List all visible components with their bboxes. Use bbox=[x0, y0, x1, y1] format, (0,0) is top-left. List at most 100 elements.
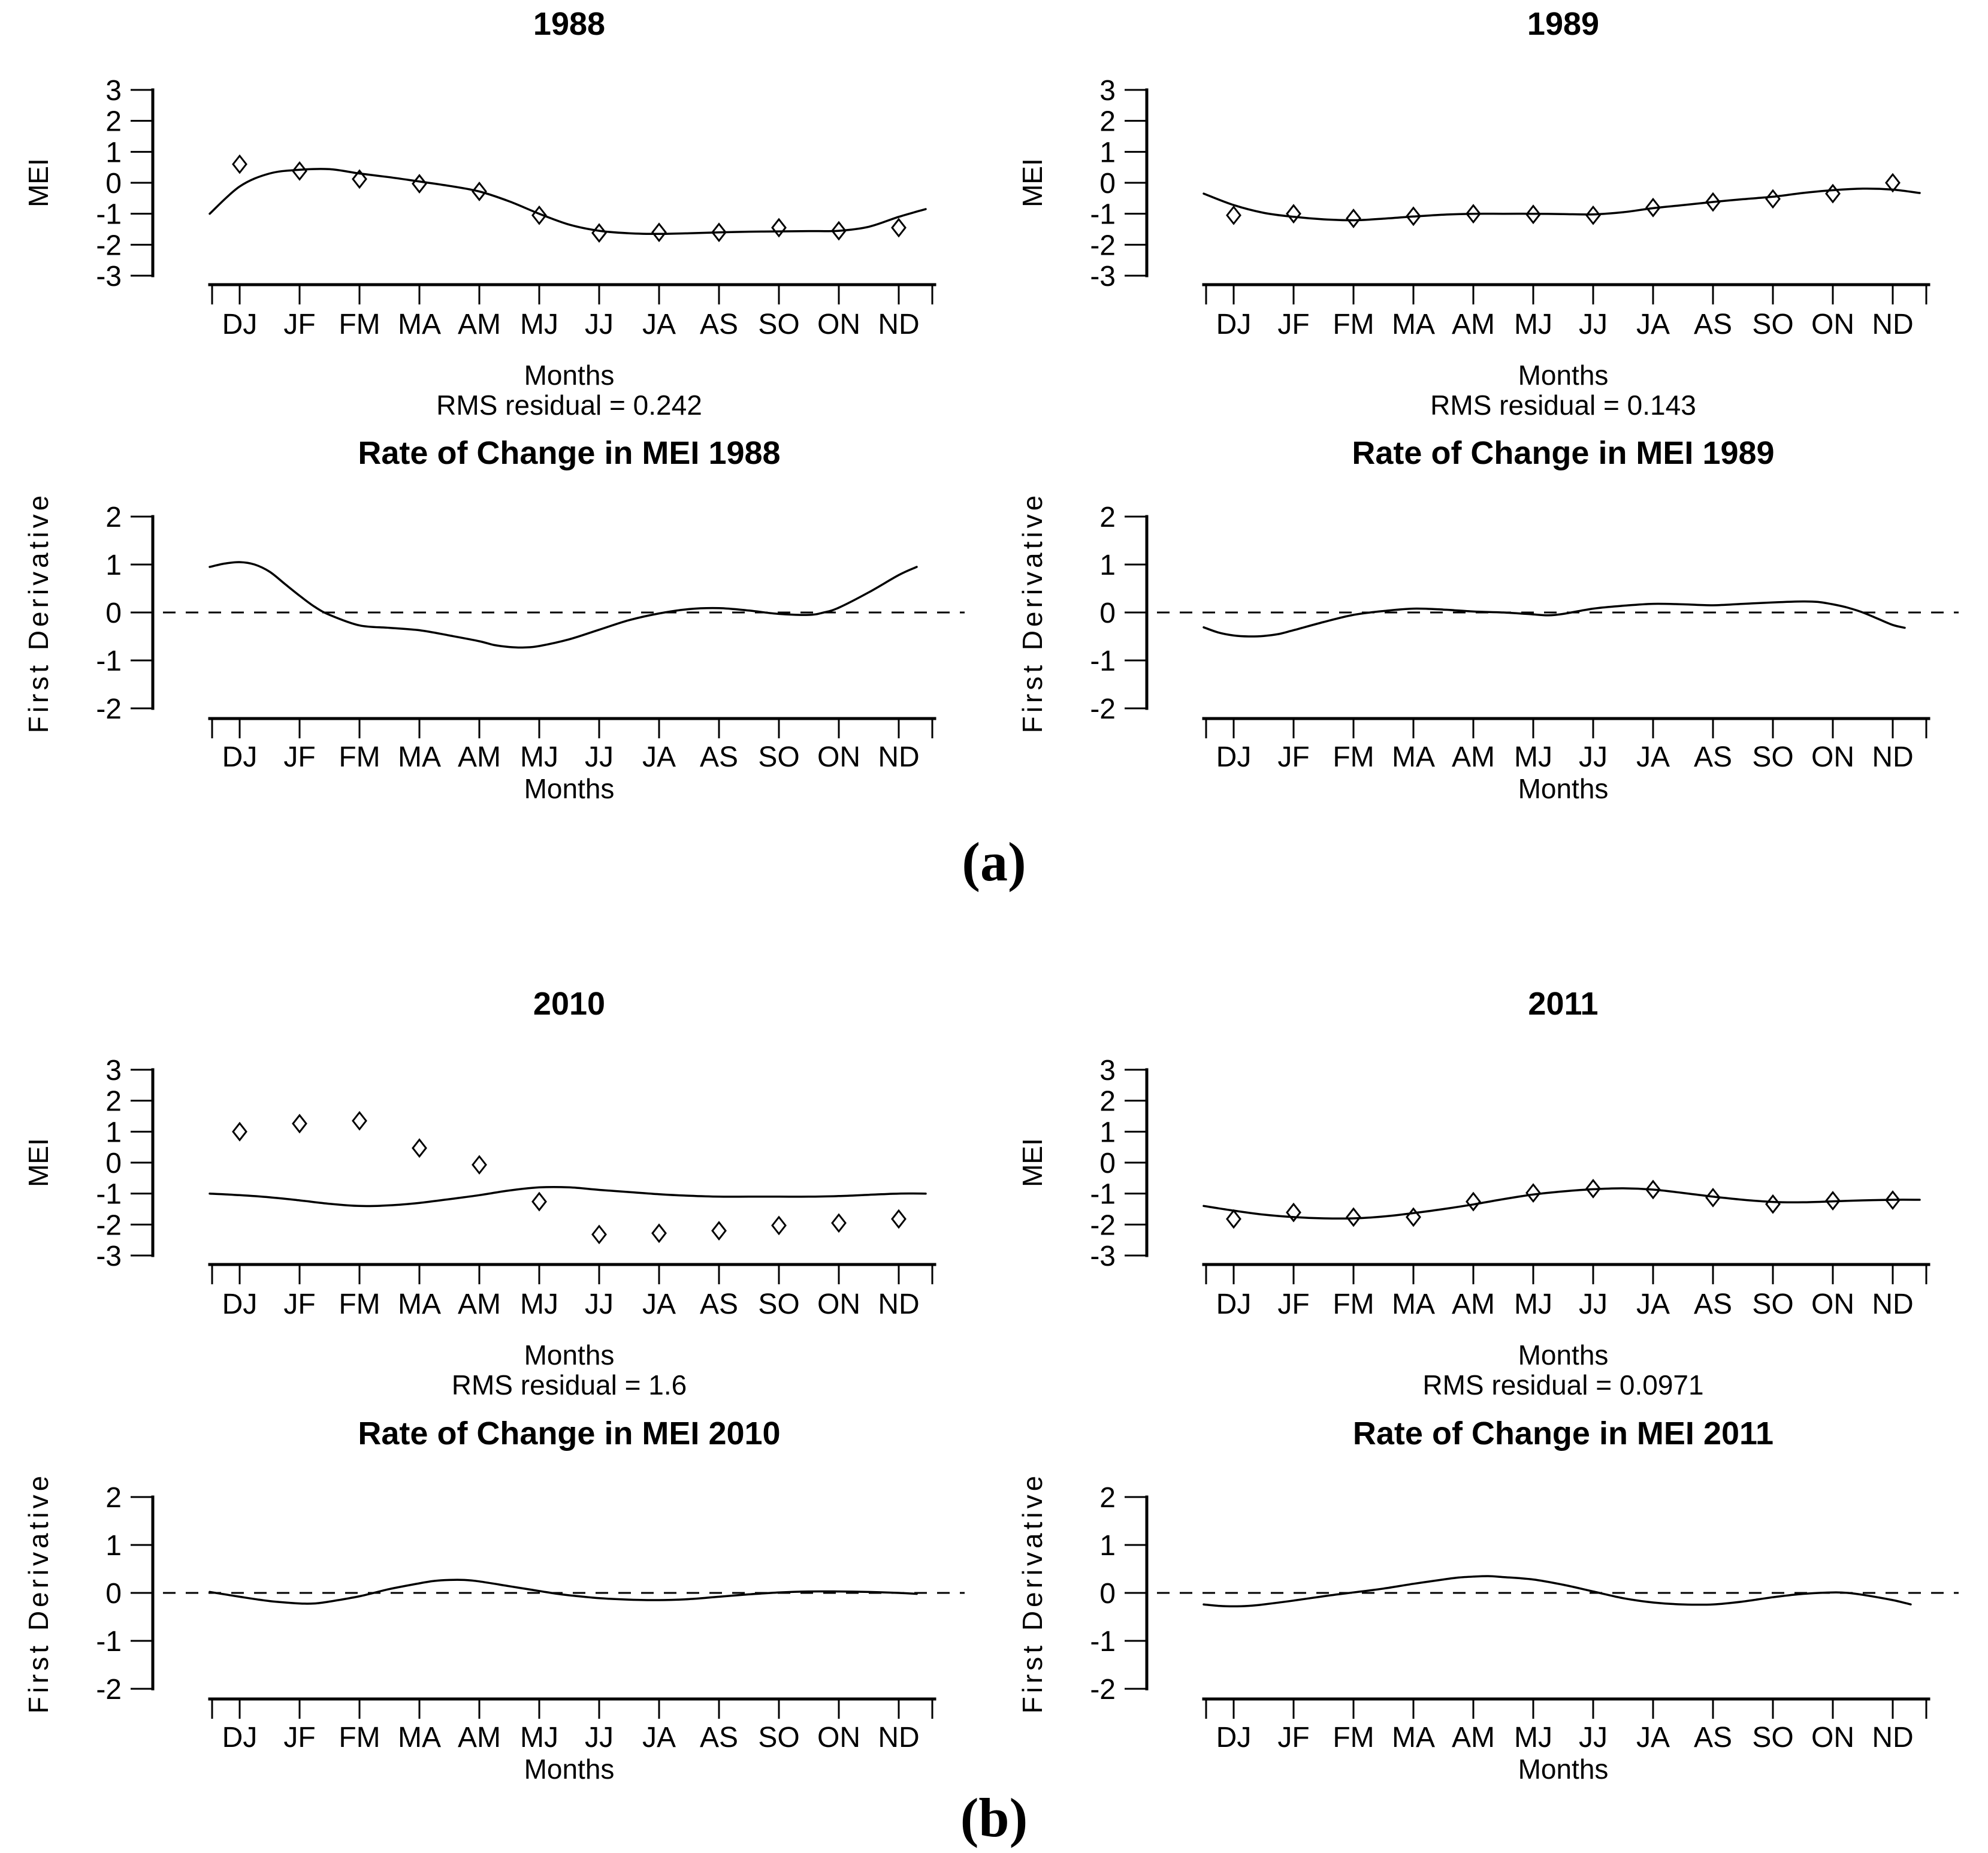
x-tick-label: JA bbox=[642, 309, 676, 340]
rms-residual-label: RMS residual = 0.0971 bbox=[1422, 1369, 1703, 1399]
x-tick-label: DJ bbox=[1216, 309, 1252, 340]
chart-title: 2011 bbox=[1528, 986, 1598, 1022]
x-tick-label: AS bbox=[700, 1722, 738, 1754]
data-point-marker bbox=[1226, 1209, 1241, 1229]
x-tick-label: FM bbox=[339, 1288, 380, 1320]
x-tick-label: JF bbox=[1277, 1288, 1309, 1320]
y-axis-label: First Derivative bbox=[1017, 1472, 1048, 1714]
x-tick-label: FM bbox=[339, 309, 380, 340]
y-tick-label: 3 bbox=[1099, 75, 1116, 107]
x-tick-label: JA bbox=[642, 741, 676, 773]
x-tick-label: MJ bbox=[520, 741, 558, 773]
y-tick-label: 0 bbox=[105, 1148, 122, 1179]
x-tick-label: JF bbox=[283, 1722, 315, 1754]
fitted-curve bbox=[1203, 1187, 1921, 1220]
x-tick-label: JJ bbox=[1579, 1288, 1608, 1320]
y-tick-label: 2 bbox=[1099, 1086, 1116, 1118]
data-point-marker bbox=[1825, 183, 1841, 204]
fitted-curve bbox=[209, 1579, 918, 1605]
x-tick-label: ON bbox=[817, 309, 860, 340]
y-tick-label: 2 bbox=[1099, 502, 1116, 533]
x-tick-label: DJ bbox=[1216, 1288, 1252, 1320]
y-tick-label: -3 bbox=[1090, 1241, 1116, 1272]
rms-residual-label: RMS residual = 0.143 bbox=[1430, 390, 1696, 420]
y-tick-label: -2 bbox=[96, 1674, 122, 1706]
data-point-marker bbox=[412, 174, 427, 194]
y-tick-label: 2 bbox=[105, 106, 122, 138]
data-point-marker bbox=[591, 223, 607, 243]
x-tick-label: JA bbox=[1636, 1288, 1670, 1320]
x-tick-label: FM bbox=[339, 1722, 380, 1754]
data-point-marker bbox=[1286, 204, 1301, 224]
data-point-marker bbox=[1346, 208, 1361, 228]
y-tick-label: 3 bbox=[105, 1055, 122, 1087]
y-tick-label: -1 bbox=[1090, 1179, 1116, 1211]
x-tick-label: MJ bbox=[1514, 1288, 1552, 1320]
x-tick-label: ND bbox=[1872, 1288, 1913, 1320]
chart-mei-1988: 1988 3 2 1 0 -1 -2 -3 MEI DJ JF FM MA AM MJ JJ JA AS SO ON N… bbox=[0, 0, 994, 422]
x-axis-label: Months bbox=[524, 1339, 615, 1371]
y-tick-label: 1 bbox=[105, 1530, 122, 1562]
y-tick-label: -2 bbox=[1090, 693, 1116, 725]
data-point-marker bbox=[651, 1223, 667, 1244]
x-tick-label: AS bbox=[1694, 1288, 1732, 1320]
y-tick-label: -1 bbox=[1090, 1626, 1116, 1658]
x-tick-label: MJ bbox=[520, 1288, 558, 1320]
y-tick-label: -1 bbox=[96, 645, 122, 677]
x-tick-label: JA bbox=[1636, 309, 1670, 340]
x-tick-label: ON bbox=[817, 1722, 860, 1754]
y-tick-label: -3 bbox=[96, 1241, 122, 1272]
data-point-marker bbox=[591, 1224, 607, 1245]
chart-rate-of-change-1988: Rate of Change in MEI 1988 2 1 0 -1 -2 First D… bbox=[0, 427, 994, 807]
y-axis-label: MEI bbox=[23, 158, 54, 207]
data-point-marker bbox=[472, 182, 487, 201]
x-tick-label: JA bbox=[1636, 1722, 1670, 1754]
y-tick-label: -2 bbox=[96, 230, 122, 261]
data-point-marker bbox=[292, 161, 307, 181]
data-point-marker bbox=[1226, 205, 1241, 225]
data-point-marker bbox=[1466, 1191, 1481, 1212]
y-tick-label: 0 bbox=[105, 1578, 122, 1610]
x-axis-label: Months bbox=[524, 1754, 615, 1785]
data-point-marker bbox=[891, 1209, 907, 1229]
data-point-marker bbox=[771, 1215, 787, 1236]
x-tick-label: ND bbox=[878, 1288, 919, 1320]
y-axis-label: MEI bbox=[1017, 1138, 1048, 1187]
y-tick-label: 1 bbox=[1099, 1530, 1116, 1562]
x-tick-label: MA bbox=[398, 309, 441, 340]
x-tick-label: AM bbox=[1452, 1722, 1495, 1754]
x-tick-label: ON bbox=[1811, 741, 1854, 773]
x-tick-label: FM bbox=[1333, 309, 1374, 340]
y-tick-label: -2 bbox=[96, 1209, 122, 1241]
y-tick-label: -1 bbox=[96, 199, 122, 231]
data-point-marker bbox=[1466, 204, 1481, 224]
x-tick-label: ND bbox=[878, 741, 919, 773]
fitted-curve bbox=[209, 168, 927, 236]
y-tick-label: -2 bbox=[1090, 1209, 1116, 1241]
chart-title: Rate of Change in MEI 1989 bbox=[1352, 435, 1774, 471]
chart-title: Rate of Change in MEI 1988 bbox=[358, 435, 780, 471]
x-tick-label: AS bbox=[1694, 741, 1732, 773]
y-tick-label: 0 bbox=[1099, 1148, 1116, 1179]
x-tick-label: JJ bbox=[1579, 1722, 1608, 1754]
y-tick-label: 0 bbox=[105, 597, 122, 629]
rms-residual-label: RMS residual = 1.6 bbox=[452, 1369, 687, 1399]
y-tick-label: 0 bbox=[105, 168, 122, 200]
x-axis-label: Months bbox=[524, 360, 615, 391]
x-tick-label: ND bbox=[878, 309, 919, 340]
chart-mei-1989: 1989 3 2 1 0 -1 -2 -3 MEI DJ JF FM MA AM MJ JJ JA AS SO ON N… bbox=[994, 0, 1988, 422]
data-point-marker bbox=[352, 1110, 367, 1131]
data-point-marker bbox=[1525, 1183, 1541, 1203]
data-point-marker bbox=[1825, 1191, 1841, 1211]
x-tick-label: MA bbox=[398, 1722, 441, 1754]
y-tick-label: 3 bbox=[1099, 1055, 1116, 1087]
data-point-marker bbox=[1585, 1178, 1601, 1199]
panel-a-label: (a) bbox=[0, 830, 1988, 894]
panel-b-label-text: (b) bbox=[960, 1787, 1028, 1848]
data-point-marker bbox=[1346, 1207, 1361, 1227]
y-tick-label: 1 bbox=[1099, 137, 1116, 168]
x-tick-label: ND bbox=[1872, 741, 1913, 773]
